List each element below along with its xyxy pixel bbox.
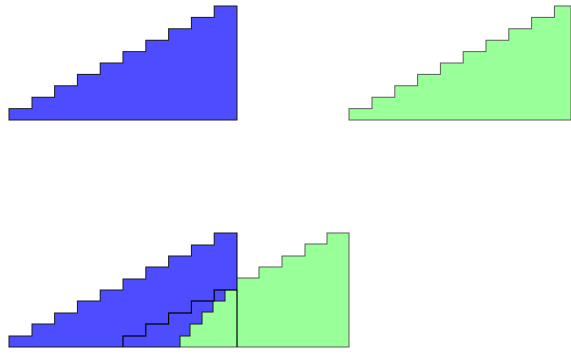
combined-staircases: [8, 232, 350, 348]
blue-staircase: [8, 5, 238, 121]
green-staircase: [348, 5, 571, 121]
combined-blue-staircase: [8, 232, 238, 348]
inner-step-outline: [122, 289, 238, 347]
